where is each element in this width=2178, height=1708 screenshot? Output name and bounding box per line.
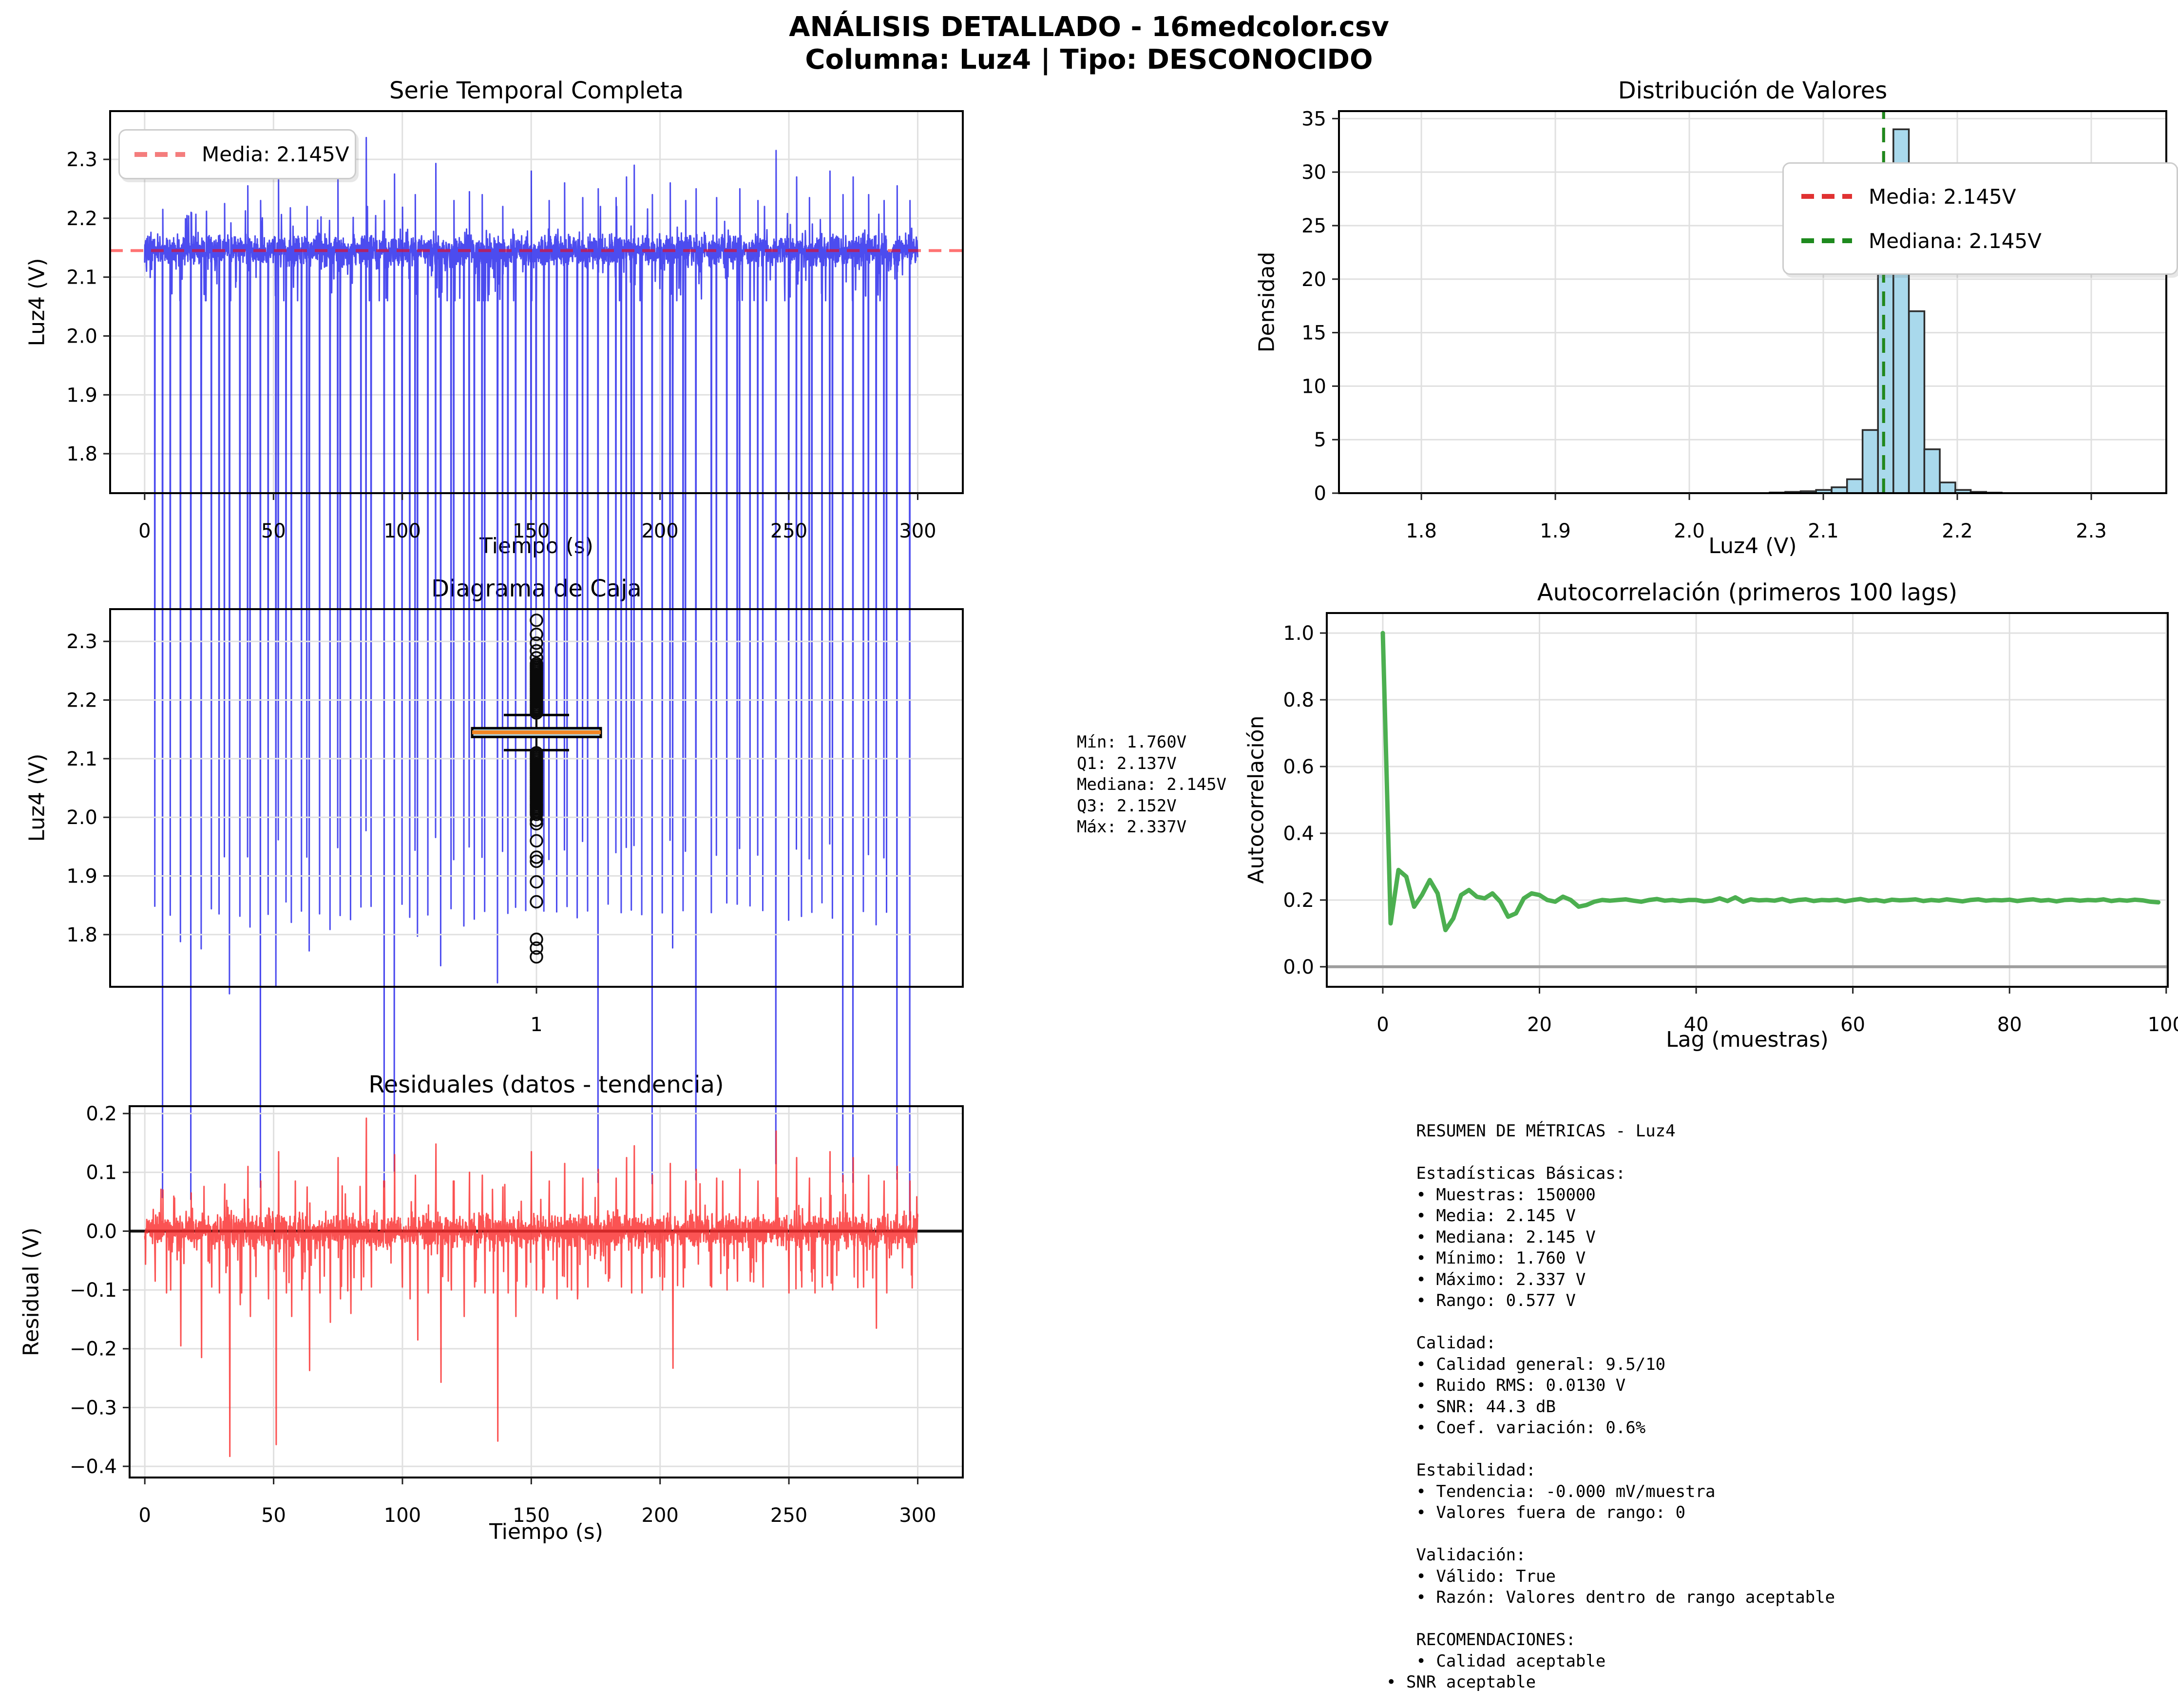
svg-text:300: 300 [899, 520, 936, 542]
histogram-legend-row-media: Media: 2.145V [1801, 185, 2177, 209]
svg-text:0.8: 0.8 [1283, 689, 1314, 711]
svg-text:100: 100 [384, 1504, 421, 1527]
acf-chart-title: Autocorrelación (primeros 100 lags) [1537, 579, 1958, 606]
svg-text:30: 30 [1301, 161, 1326, 184]
svg-text:0.2: 0.2 [86, 1103, 117, 1125]
histogram-legend-row-mediana: Mediana: 2.145V [1801, 229, 2177, 253]
figure-suptitle: ANÁLISIS DETALLADO - 16medcolor.csv Colu… [0, 11, 2178, 76]
svg-text:2.3: 2.3 [66, 149, 97, 171]
svg-text:0.0: 0.0 [1283, 956, 1314, 979]
hist-mean-dash-sample-icon [1801, 194, 1852, 199]
svg-text:150: 150 [513, 520, 550, 542]
svg-text:2.1: 2.1 [1808, 520, 1839, 542]
svg-text:2.0: 2.0 [66, 325, 97, 347]
svg-text:50: 50 [261, 520, 286, 542]
svg-text:0.0: 0.0 [86, 1220, 117, 1243]
svg-text:100: 100 [384, 520, 421, 542]
svg-text:1.9: 1.9 [66, 384, 97, 406]
histogram-legend-media-label: Media: 2.145V [1869, 184, 2016, 209]
svg-text:2.2: 2.2 [66, 690, 97, 712]
metrics-summary-text: RESUMEN DE MÉTRICAS - Luz4 Estadísticas … [1386, 1121, 1835, 1692]
series-legend: Media: 2.145V [118, 129, 356, 179]
svg-text:200: 200 [642, 1504, 679, 1527]
histogram-legend-mediana-label: Mediana: 2.145V [1869, 229, 2042, 253]
boxplot-stats-text: Mín: 1.760V Q1: 2.137V Mediana: 2.145V Q… [1077, 732, 1227, 837]
svg-text:25: 25 [1301, 215, 1326, 237]
acf-xlabel: Lag (muestras) [1666, 1027, 1829, 1052]
svg-text:0.6: 0.6 [1283, 756, 1314, 778]
svg-text:2.2: 2.2 [1942, 520, 1973, 542]
svg-text:1.9: 1.9 [66, 865, 97, 888]
mean-dash-sample-icon [134, 152, 185, 157]
svg-text:1.8: 1.8 [66, 443, 97, 465]
svg-text:−0.4: −0.4 [70, 1456, 117, 1478]
svg-text:−0.3: −0.3 [70, 1397, 117, 1419]
svg-text:−0.1: −0.1 [70, 1279, 117, 1302]
svg-text:−0.2: −0.2 [70, 1338, 117, 1361]
svg-text:80: 80 [1997, 1014, 2022, 1036]
series-legend-media-label: Media: 2.145V [202, 142, 349, 166]
svg-text:0: 0 [138, 520, 151, 542]
suptitle-line2: Columna: Luz4 | Tipo: DESCONOCIDO [805, 44, 1373, 76]
svg-text:250: 250 [770, 1504, 807, 1527]
svg-text:2.2: 2.2 [66, 208, 97, 230]
svg-text:250: 250 [770, 520, 807, 542]
residuals-xlabel: Tiempo (s) [489, 1519, 603, 1544]
hist-median-dash-sample-icon [1801, 238, 1852, 243]
svg-text:0: 0 [1376, 1014, 1389, 1036]
svg-text:40: 40 [1684, 1014, 1709, 1036]
svg-text:100: 100 [2148, 1014, 2178, 1036]
svg-text:0: 0 [1314, 482, 1326, 505]
svg-text:10: 10 [1301, 375, 1326, 398]
svg-text:1.8: 1.8 [66, 924, 97, 946]
svg-text:0.1: 0.1 [86, 1162, 117, 1184]
boxplot-chart: 1 1.8 1.9 2.0 2.1 2.2 2.3 [66, 608, 964, 1036]
svg-text:60: 60 [1840, 1014, 1865, 1036]
svg-text:15: 15 [1301, 322, 1326, 345]
svg-text:200: 200 [641, 520, 678, 542]
svg-text:1.8: 1.8 [1406, 520, 1437, 542]
svg-text:0: 0 [138, 1504, 151, 1527]
svg-text:20: 20 [1527, 1014, 1552, 1036]
svg-text:2.1: 2.1 [66, 748, 97, 770]
svg-text:2.1: 2.1 [66, 267, 97, 289]
histogram-legend: Media: 2.145V Mediana: 2.145V [1782, 162, 2178, 275]
histogram-xlabel: Luz4 (V) [1708, 534, 1797, 558]
svg-text:1.9: 1.9 [1540, 520, 1571, 542]
svg-text:35: 35 [1301, 108, 1326, 130]
svg-text:300: 300 [899, 1504, 936, 1527]
histogram-chart-title: Distribución de Valores [1618, 77, 1888, 104]
residuals-chart: 0 50 100 150 200 250 300 0.2 0.1 0.0 −0.1 −0.2 −0.3 −… [70, 1103, 964, 1527]
svg-text:2.3: 2.3 [66, 631, 97, 653]
histogram-chart: 1.8 1.9 2.0 2.1 2.2 2.3 0 5 10 15 20 25 30 35 [1301, 108, 2167, 542]
svg-text:1: 1 [530, 1014, 542, 1036]
series-chart-title: Serie Temporal Completa [389, 77, 684, 104]
svg-text:0.4: 0.4 [1283, 823, 1314, 845]
svg-text:150: 150 [513, 1504, 550, 1527]
svg-text:2.3: 2.3 [2076, 520, 2107, 542]
series-chart: 0 50 100 150 200 250 300 1.8 1.9 2.0 2.1 2.2 2.3 [66, 110, 964, 1221]
residuals-chart-title: Residuales (datos - tendencia) [368, 1071, 724, 1098]
svg-text:1.0: 1.0 [1283, 622, 1314, 645]
series-legend-row-media: Media: 2.145V [134, 142, 355, 166]
svg-text:0.2: 0.2 [1283, 889, 1314, 912]
acf-chart: 0 20 40 60 80 100 0.0 0.2 0.4 0.6 0.8 1.0 [1283, 612, 2178, 1036]
svg-text:2.0: 2.0 [1674, 520, 1705, 542]
svg-text:2.0: 2.0 [66, 806, 97, 829]
svg-text:5: 5 [1314, 429, 1326, 451]
svg-text:50: 50 [261, 1504, 286, 1527]
suptitle-line1: ANÁLISIS DETALLADO - 16medcolor.csv [789, 11, 1389, 43]
svg-text:20: 20 [1301, 269, 1326, 291]
